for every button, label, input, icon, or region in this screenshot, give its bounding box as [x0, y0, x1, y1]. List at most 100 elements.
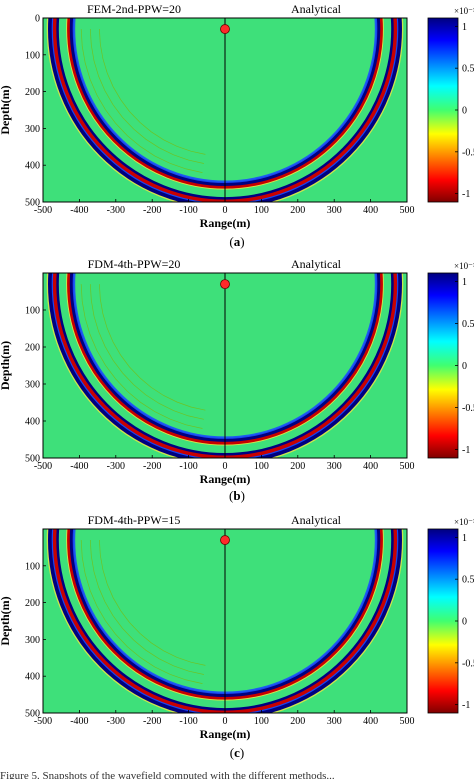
x-tick-label: -300 [107, 461, 125, 472]
y-tick-label: 200 [25, 598, 40, 609]
x-tick-label: -100 [179, 461, 197, 472]
x-tick-label: -400 [70, 205, 88, 216]
colorbar [427, 272, 459, 459]
x-tick-label: -200 [143, 461, 161, 472]
y-tick-label: 100 [25, 50, 40, 61]
y-axis-label: Depth(m) [0, 596, 12, 645]
colorbar-tick-label: 1 [462, 277, 467, 288]
x-tick-label: 0 [223, 205, 228, 216]
x-tick-label: -400 [70, 716, 88, 727]
x-tick-label: 300 [327, 716, 342, 727]
dispersion-artifact-3 [99, 28, 206, 155]
x-tick-label: 400 [363, 205, 378, 216]
dispersion-artifact-2 [89, 284, 204, 420]
x-tick-label: 400 [363, 716, 378, 727]
x-tick-label: 200 [290, 716, 305, 727]
x-tick-label: 500 [400, 716, 415, 727]
colorbar-tick-label: 1 [462, 533, 467, 544]
right-panel-title: Analytical [291, 2, 342, 16]
x-tick-label: 400 [363, 461, 378, 472]
colorbar-tick-label: -1 [462, 445, 470, 456]
dispersion-artifact-1 [80, 284, 203, 429]
panel-label: (c) [230, 745, 244, 760]
right-panel-title: Analytical [291, 513, 342, 527]
x-tick-label: 100 [254, 716, 269, 727]
y-axis-label: Depth(m) [0, 85, 12, 134]
x-tick-label: 200 [290, 205, 305, 216]
x-axis-label: Range(m) [200, 727, 251, 741]
right-panel-title: Analytical [291, 257, 342, 271]
left-panel-title: FDM-4th-PPW=15 [88, 513, 181, 527]
colorbar-tick-label: 1 [462, 22, 467, 33]
dispersion-artifact-2 [89, 28, 204, 164]
y-tick-label: 300 [25, 124, 40, 135]
dispersion-artifact-3 [99, 539, 206, 666]
panel-label: (b) [229, 488, 245, 503]
colorbar-tick-label: -1 [462, 189, 470, 200]
colorbar-exponent: ×10⁻³ [454, 261, 474, 271]
x-tick-label: -500 [34, 461, 52, 472]
y-tick-label: 300 [25, 380, 40, 391]
colorbar-tick-label: -0.5 [462, 147, 474, 158]
colorbar [427, 17, 459, 203]
colorbar-tick-label: 0 [462, 106, 467, 117]
panel-a: FEM-2nd-PPW=20 Analytical -500 -400 -300 -200… [0, 2, 474, 249]
x-tick-label: -300 [107, 716, 125, 727]
dispersion-artifact-3 [99, 284, 206, 411]
source-marker [220, 279, 230, 290]
colorbar [427, 528, 459, 714]
colorbar-tick-label: -0.5 [462, 403, 474, 414]
wavefront-ring-2 [48, 18, 402, 202]
colorbar-tick-label: -1 [462, 700, 470, 711]
x-tick-label: -100 [179, 716, 197, 727]
colorbar-tick-label: 0.5 [462, 64, 474, 75]
y-tick-label: 400 [25, 417, 40, 428]
left-panel-title: FEM-2nd-PPW=20 [87, 2, 181, 16]
x-tick-label: -500 [34, 205, 52, 216]
colorbar-tick-label: 0.5 [462, 319, 474, 330]
left-panel-title: FDM-4th-PPW=20 [88, 257, 181, 271]
x-tick-label: 500 [400, 205, 415, 216]
y-tick-label: 100 [25, 306, 40, 317]
colorbar-tick-label: 0.5 [462, 575, 474, 586]
x-tick-label: 100 [254, 205, 269, 216]
x-tick-label: -200 [143, 205, 161, 216]
x-tick-label: 200 [290, 461, 305, 472]
wavefront-group [46, 18, 404, 202]
colorbar-exponent: ×10⁻³ [454, 6, 474, 16]
wavefront-ring-2 [48, 273, 402, 458]
source-marker [220, 24, 230, 34]
x-tick-label: -100 [179, 205, 197, 216]
x-tick-label: 300 [327, 205, 342, 216]
x-tick-label: -300 [107, 205, 125, 216]
x-axis-label: Range(m) [200, 472, 251, 486]
panel-label: (a) [229, 234, 244, 249]
x-tick-label: 100 [254, 461, 269, 472]
colorbar-tick-label: -0.5 [462, 658, 474, 669]
y-tick-label: 0 [35, 14, 40, 25]
source-marker [220, 535, 230, 545]
x-tick-label: 0 [223, 716, 228, 727]
caption-fragment: Figure 5. Snapshots of the wavefield com… [0, 770, 335, 779]
x-tick-label: -400 [70, 461, 88, 472]
x-tick-label: 0 [223, 461, 228, 472]
y-tick-label: 100 [25, 561, 40, 572]
dispersion-artifact-2 [89, 539, 204, 675]
x-tick-label: 300 [327, 461, 342, 472]
y-tick-label: 400 [25, 161, 40, 172]
colorbar-tick-label: 0 [462, 617, 467, 628]
y-tick-label: 200 [25, 87, 40, 98]
y-tick-label: 500 [25, 709, 40, 720]
x-axis-label: Range(m) [200, 216, 251, 230]
colorbar-tick-label: 0 [462, 361, 467, 372]
y-tick-label: 400 [25, 672, 40, 683]
y-axis-label: Depth(m) [0, 341, 12, 390]
x-tick-label: 500 [400, 461, 415, 472]
y-tick-label: 300 [25, 635, 40, 646]
wavefront-ring-2 [48, 529, 402, 713]
x-tick-label: -200 [143, 716, 161, 727]
y-tick-label: 200 [25, 343, 40, 354]
y-tick-label: 500 [25, 454, 40, 465]
x-tick-label: -500 [34, 716, 52, 727]
